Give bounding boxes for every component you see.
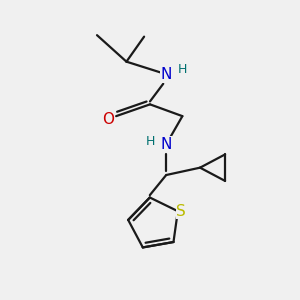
Text: S: S — [176, 204, 186, 219]
Text: N: N — [160, 68, 172, 82]
Text: O: O — [102, 112, 114, 127]
Text: N: N — [160, 136, 172, 152]
Text: H: H — [178, 63, 187, 76]
Text: H: H — [145, 135, 155, 148]
